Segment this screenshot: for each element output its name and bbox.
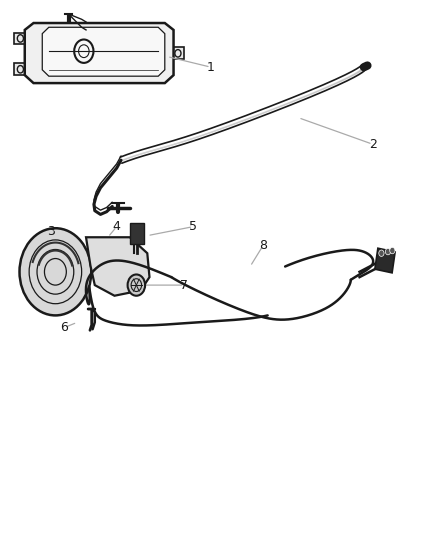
Polygon shape (14, 63, 27, 75)
Polygon shape (25, 23, 173, 83)
Circle shape (19, 228, 91, 316)
Text: 5: 5 (189, 220, 197, 233)
Circle shape (385, 248, 390, 255)
Polygon shape (86, 237, 149, 296)
Text: 3: 3 (47, 225, 55, 238)
Circle shape (127, 274, 145, 296)
Text: 8: 8 (259, 239, 267, 252)
Text: 1: 1 (206, 61, 214, 74)
Polygon shape (171, 47, 184, 59)
Text: 6: 6 (60, 321, 68, 334)
Bar (130, 223, 144, 244)
Text: 4: 4 (113, 220, 120, 233)
Polygon shape (14, 33, 27, 44)
Circle shape (378, 250, 383, 256)
Bar (131, 225, 143, 241)
Circle shape (389, 247, 394, 254)
Text: 7: 7 (180, 279, 188, 292)
Polygon shape (42, 27, 164, 76)
Text: 2: 2 (368, 138, 376, 151)
Bar (374, 248, 394, 273)
